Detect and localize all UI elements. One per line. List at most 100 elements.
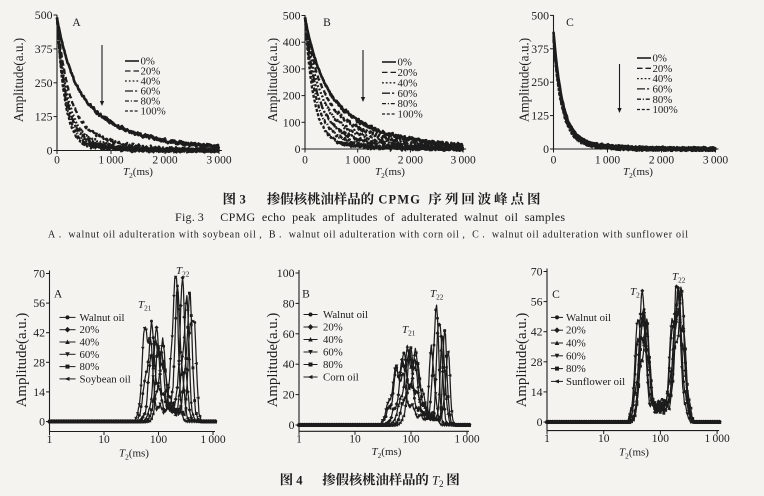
svg-text:60%: 60% [653, 84, 673, 96]
svg-text:T2(ms): T2(ms) [623, 166, 653, 180]
svg-text:Fig. 3 CPMG echo peak a: Fig. 3 CPMG echo peak amplitudes of adul… [175, 210, 565, 224]
svg-text:1 000: 1 000 [345, 155, 371, 167]
svg-text:T21: T21 [402, 324, 416, 338]
svg-text:60%: 60% [398, 88, 418, 100]
svg-text:T21: T21 [630, 286, 644, 300]
svg-text:T2: T2 [432, 473, 444, 489]
svg-text:80%: 80% [398, 98, 418, 110]
svg-text:14: 14 [531, 385, 543, 399]
svg-text:0: 0 [39, 415, 45, 429]
svg-text:125: 125 [35, 110, 53, 124]
svg-text:42: 42 [531, 325, 543, 339]
svg-text:0%: 0% [141, 56, 155, 68]
svg-text:Sunflower oil: Sunflower oil [566, 376, 625, 388]
svg-text:3 000: 3 000 [703, 155, 729, 167]
svg-text:C: C [552, 289, 560, 301]
svg-text:T21: T21 [138, 299, 152, 313]
svg-text:60%: 60% [323, 347, 343, 359]
svg-text:CPMG: CPMG [378, 192, 420, 206]
svg-text:2 000: 2 000 [398, 155, 424, 167]
svg-text:0: 0 [302, 155, 308, 167]
svg-text:20%: 20% [566, 325, 586, 337]
svg-text:Amplitude(a.u.): Amplitude(a.u.) [265, 38, 280, 122]
svg-text:100%: 100% [141, 106, 166, 118]
svg-text:70: 70 [33, 267, 45, 281]
svg-text:1: 1 [296, 434, 302, 446]
svg-text:T2(ms): T2(ms) [372, 446, 402, 460]
svg-text:250: 250 [35, 76, 53, 90]
svg-text:14: 14 [33, 385, 45, 399]
svg-text:40%: 40% [653, 73, 673, 85]
svg-text:T2(ms): T2(ms) [619, 447, 649, 461]
svg-text:10: 10 [349, 434, 361, 446]
svg-text:A: A [72, 17, 81, 29]
svg-text:100: 100 [277, 266, 295, 280]
svg-text:1 000: 1 000 [454, 434, 480, 446]
svg-text:80%: 80% [566, 363, 586, 375]
svg-text:250: 250 [531, 75, 549, 89]
svg-text:0: 0 [537, 415, 543, 429]
svg-text:2 000: 2 000 [649, 155, 675, 167]
svg-text:28: 28 [33, 355, 45, 369]
svg-text:1 000: 1 000 [200, 434, 226, 446]
svg-text:40: 40 [283, 357, 295, 371]
svg-text:70: 70 [531, 265, 543, 279]
svg-text:100: 100 [150, 434, 168, 446]
svg-text:Walnut oil: Walnut oil [566, 312, 611, 324]
svg-text:500: 500 [531, 8, 549, 22]
svg-text:4: 4 [296, 473, 303, 487]
svg-text:80%: 80% [80, 361, 100, 373]
svg-text:56: 56 [33, 296, 45, 310]
svg-text:3: 3 [240, 193, 246, 207]
svg-text:0%: 0% [398, 57, 412, 69]
svg-text:60%: 60% [566, 350, 586, 362]
svg-text:100: 100 [283, 115, 301, 129]
svg-text:B: B [302, 289, 310, 301]
svg-text:Walnut oil: Walnut oil [323, 309, 368, 321]
svg-text:10: 10 [98, 434, 110, 446]
svg-text:80%: 80% [323, 359, 343, 371]
svg-text:40%: 40% [323, 334, 343, 346]
svg-text:1: 1 [47, 434, 53, 446]
svg-text:500: 500 [35, 8, 53, 22]
svg-text:56: 56 [531, 295, 543, 309]
svg-text:T22: T22 [672, 271, 686, 285]
svg-text:0%: 0% [653, 53, 667, 65]
svg-text:375: 375 [35, 42, 53, 56]
svg-text:B: B [323, 17, 331, 29]
svg-text:1 000: 1 000 [595, 155, 621, 167]
svg-text:200: 200 [283, 89, 301, 103]
svg-text:3 000: 3 000 [450, 155, 476, 167]
svg-text:20%: 20% [141, 66, 161, 78]
svg-text:20%: 20% [398, 67, 418, 79]
svg-text:1: 1 [544, 433, 550, 445]
svg-text:0: 0 [289, 418, 295, 432]
svg-text:40%: 40% [398, 77, 418, 89]
svg-text:80%: 80% [653, 94, 673, 106]
svg-text:20: 20 [283, 388, 295, 402]
svg-text:3 000: 3 000 [206, 155, 232, 167]
svg-text:1 000: 1 000 [704, 433, 730, 445]
svg-text:0: 0 [551, 155, 557, 167]
svg-text:Amplitude(a.u.): Amplitude(a.u.) [514, 313, 530, 408]
svg-text:Amplitude(a.u.): Amplitude(a.u.) [265, 313, 281, 408]
svg-text:20%: 20% [323, 322, 343, 334]
svg-text:Corn oil: Corn oil [323, 372, 359, 384]
svg-text:Walnut oil: Walnut oil [80, 312, 125, 324]
svg-text:375: 375 [531, 42, 549, 56]
svg-text:T22: T22 [176, 265, 190, 279]
svg-text:0: 0 [295, 142, 301, 156]
svg-text:300: 300 [283, 62, 301, 76]
svg-text:A . walnut oil adulteration w: A . walnut oil adulteration with soybean… [48, 230, 688, 241]
svg-text:T2(ms): T2(ms) [123, 166, 153, 180]
svg-text:Amplitude(a.u.): Amplitude(a.u.) [11, 38, 26, 122]
svg-text:400: 400 [283, 35, 301, 49]
svg-text:100%: 100% [398, 109, 423, 121]
svg-text:100: 100 [652, 433, 670, 445]
svg-text:T22: T22 [430, 288, 444, 302]
svg-text:40%: 40% [80, 337, 100, 349]
svg-text:10: 10 [598, 433, 610, 445]
svg-text:80: 80 [283, 296, 295, 310]
svg-text:80%: 80% [141, 96, 161, 108]
svg-text:28: 28 [531, 355, 543, 369]
